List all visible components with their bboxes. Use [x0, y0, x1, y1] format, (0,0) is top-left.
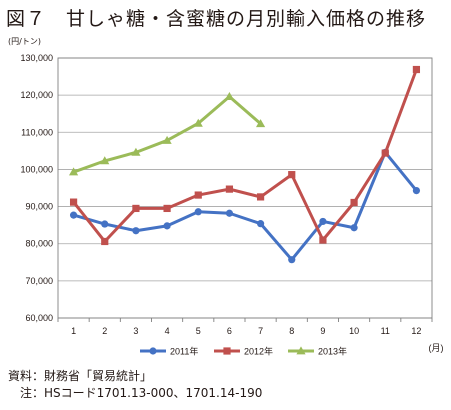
x-tick-label: 3	[133, 326, 138, 336]
data-point	[350, 224, 358, 232]
series-line	[73, 95, 262, 174]
x-tick-label: 10	[349, 326, 359, 336]
source-line: 資料：財務省「貿易統計」	[8, 369, 153, 383]
y-tick-label: 60,000	[25, 313, 53, 323]
y-tick-label: 130,000	[20, 53, 53, 63]
note-line: 注：HSコード1701.13-000、1701.14-190	[20, 386, 263, 400]
data-point	[69, 198, 78, 206]
y-tick-label: 100,000	[20, 164, 53, 174]
y-axis-unit: (円/トン)	[8, 37, 41, 46]
series-triangle	[68, 92, 266, 176]
x-tick-label: 11	[381, 326, 390, 336]
axes: 60,00070,00080,00090,000100,000110,00012…	[20, 53, 443, 353]
data-point	[256, 193, 265, 201]
data-point	[225, 185, 234, 193]
x-tick-label: 1	[71, 326, 76, 336]
series-line	[72, 68, 418, 243]
source-notes: 資料：財務省「貿易統計」 注：HSコード1701.13-000、1701.14-…	[8, 368, 262, 402]
series-line	[73, 150, 418, 262]
x-tick-label: 12	[411, 326, 421, 336]
data-point	[319, 236, 327, 244]
series-circle	[69, 148, 421, 264]
chart-title: 図７ 甘しゃ糖・含蜜糖の月別輸入価格の推移	[6, 8, 427, 30]
data-point	[412, 187, 421, 195]
y-tick-label: 110,000	[21, 127, 53, 137]
x-tick-label: 9	[320, 326, 325, 336]
x-tick-label: 5	[196, 326, 201, 336]
legend-marker	[223, 347, 231, 355]
y-tick-label: 80,000	[25, 239, 53, 249]
x-tick-label: 8	[289, 326, 294, 336]
data-point	[319, 217, 327, 226]
data-point	[101, 237, 109, 246]
data-point	[68, 167, 79, 176]
data-point	[412, 65, 421, 74]
data-point	[163, 204, 171, 213]
data-point	[163, 222, 171, 230]
legend-label: 2011年	[170, 346, 198, 357]
legend-item: 2013年	[288, 346, 347, 357]
data-point	[162, 135, 172, 144]
y-tick-label: 90,000	[25, 202, 53, 212]
plot-frame	[57, 57, 433, 319]
x-tick-label: 4	[165, 326, 170, 336]
x-tick-label: 2	[102, 326, 107, 336]
data-point	[132, 204, 140, 213]
gridlines	[58, 57, 432, 319]
x-axis-unit: (月)	[429, 343, 444, 353]
data-point	[132, 227, 140, 235]
data-point	[101, 220, 109, 228]
data-point	[381, 149, 389, 157]
data-point	[225, 209, 234, 217]
series-square	[69, 65, 421, 246]
legend-label: 2012年	[244, 346, 273, 357]
legend-marker	[149, 347, 157, 355]
y-tick-label: 70,000	[25, 276, 53, 286]
x-tick-label: 6	[227, 326, 232, 336]
legend-item: 2011年	[140, 346, 198, 357]
data-point	[194, 191, 202, 199]
data-point	[69, 211, 78, 219]
data-point	[194, 208, 202, 216]
data-point	[131, 147, 141, 156]
data-point	[288, 256, 296, 264]
data-point	[256, 220, 265, 228]
legend-label: 2013年	[318, 346, 347, 357]
data-point	[255, 119, 266, 128]
data-point	[193, 118, 203, 127]
y-tick-label: 120,000	[20, 90, 53, 100]
data-series	[68, 65, 421, 264]
legend-marker	[296, 346, 306, 355]
data-point	[100, 156, 110, 165]
x-tick-label: 7	[258, 326, 263, 336]
legend-item: 2012年	[214, 346, 273, 357]
legend: 2011年 2012年 2013年	[140, 346, 347, 357]
data-point	[288, 171, 296, 179]
data-point	[350, 198, 358, 207]
data-point	[224, 92, 235, 101]
